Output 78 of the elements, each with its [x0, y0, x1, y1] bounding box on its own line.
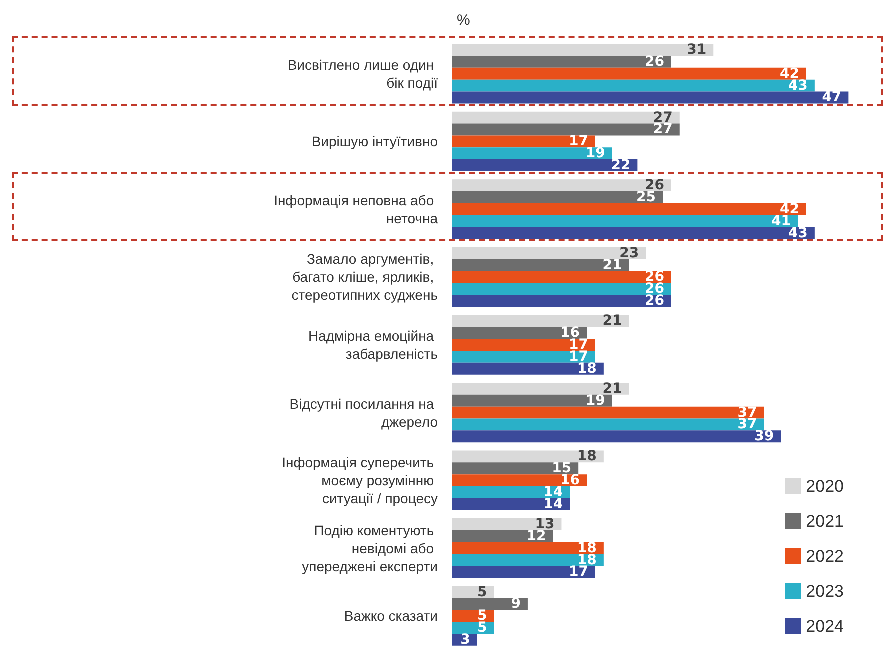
legend-label: 2022	[806, 547, 844, 566]
data-label: 26	[644, 54, 664, 70]
y-tick-label: Надмірна емоційна забарвленість	[308, 328, 438, 362]
bar	[452, 450, 604, 463]
y-tick-label: Інформація суперечить моєму розумінню ситуації / процесу	[282, 454, 438, 507]
data-label: 19	[586, 392, 606, 409]
bar	[452, 80, 815, 92]
bar	[452, 474, 588, 487]
data-label: 9	[511, 596, 521, 612]
bar	[452, 227, 815, 240]
bar	[452, 518, 562, 530]
bar	[452, 554, 604, 566]
y-tick-label: Висвітлено лише один бік події	[288, 56, 438, 91]
bar	[452, 271, 672, 284]
y-tick-label: Подію коментують невідомі або упереджені експерти	[302, 522, 438, 574]
bar	[452, 339, 596, 351]
data-label: 22	[611, 158, 631, 174]
bar	[452, 112, 680, 124]
data-label: 21	[602, 257, 622, 274]
bar	[452, 124, 680, 136]
bar	[452, 283, 672, 296]
bar	[452, 406, 764, 419]
data-label: 5	[477, 584, 488, 600]
bar	[452, 430, 782, 443]
data-label: 43	[788, 78, 808, 94]
bar	[452, 192, 663, 204]
data-label: 21	[602, 313, 622, 330]
y-tick-label: Інформація неповна або неточна	[274, 192, 438, 226]
data-label: 21	[602, 380, 622, 397]
data-label: 39	[754, 428, 774, 445]
bar	[452, 486, 570, 498]
data-label: 14	[544, 496, 564, 512]
bar	[452, 418, 764, 431]
data-label: 19	[586, 146, 606, 162]
bar	[452, 566, 596, 578]
bar	[452, 160, 638, 172]
bar	[452, 215, 798, 228]
data-label: 17	[568, 134, 588, 150]
legend-label: 2020	[806, 477, 844, 496]
bar	[452, 350, 596, 363]
bar	[452, 315, 630, 328]
bar	[452, 203, 806, 216]
legend-label: 2024	[806, 617, 844, 636]
data-label: 3	[460, 632, 470, 648]
y-tick-label: Важко сказати	[344, 608, 438, 624]
data-label: 31	[687, 42, 707, 58]
bar	[452, 92, 849, 104]
bar	[452, 462, 579, 475]
bar	[452, 362, 604, 375]
data-label: 23	[620, 245, 640, 262]
bar	[452, 295, 672, 308]
y-tick-label: Вирішую інтуїтивно	[312, 134, 438, 150]
data-label: 18	[577, 448, 597, 465]
y-tick-label: Відсутні посилання на джерело	[290, 396, 438, 430]
bar	[452, 382, 630, 395]
y-tick-label: Замало аргументів, багато кліше, ярликів, стереотипних суджень	[292, 251, 438, 304]
bar	[452, 180, 672, 192]
bar	[452, 247, 646, 260]
bar	[452, 148, 612, 160]
data-label: 12	[526, 528, 546, 544]
bar	[452, 68, 806, 80]
legend-label: 2021	[806, 512, 844, 531]
bar	[452, 327, 588, 340]
data-label: 47	[822, 90, 842, 106]
bar	[452, 530, 554, 542]
data-label: 25	[636, 190, 656, 206]
bar	[452, 136, 596, 148]
data-label: 27	[653, 122, 673, 138]
bar	[452, 56, 672, 68]
legend-label: 2023	[806, 582, 844, 601]
chart-title: %	[457, 12, 470, 29]
bar	[452, 598, 528, 610]
data-label: 18	[577, 360, 597, 377]
bar	[452, 542, 604, 554]
bar	[452, 498, 570, 510]
bar	[452, 259, 630, 272]
bar	[452, 394, 612, 407]
bar	[452, 44, 714, 56]
